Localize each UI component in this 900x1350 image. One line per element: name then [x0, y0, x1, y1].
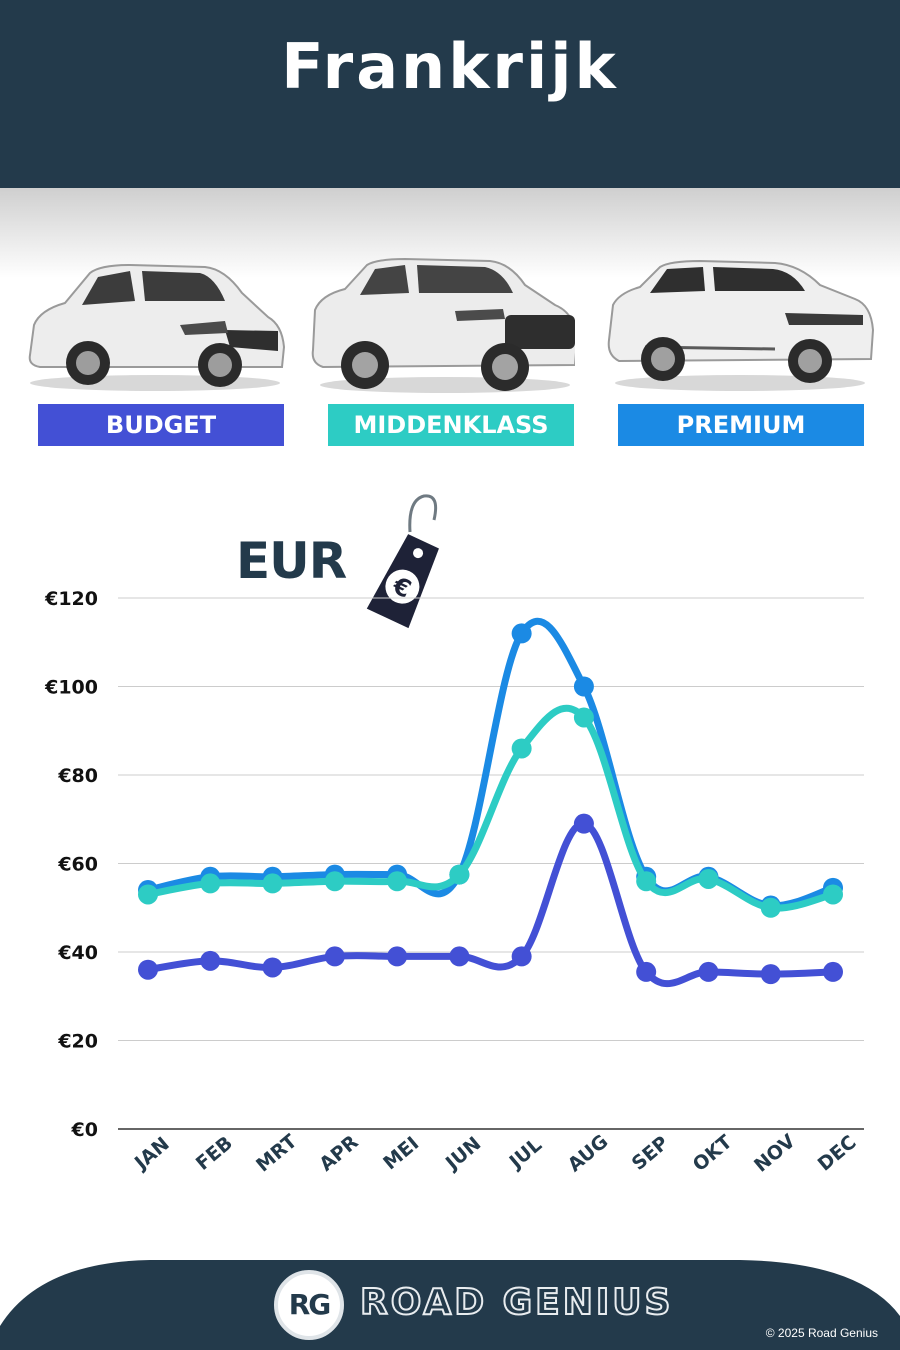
- data-point-budget: [636, 961, 657, 982]
- data-point-premium: [573, 676, 594, 697]
- y-tick-label: €80: [57, 765, 98, 787]
- data-point-middenklass: [138, 884, 158, 905]
- data-point-middenklass: [636, 871, 657, 892]
- price-line-chart: €0 €20 €40 €60 €80 €100 €120 JAN FEB MRT APR MEI JU…: [44, 588, 864, 1177]
- x-tick-label: AUG: [564, 1130, 613, 1176]
- y-tick-label: €60: [57, 854, 98, 876]
- y-tick-label: €20: [57, 1031, 98, 1053]
- data-point-middenklass: [573, 707, 594, 728]
- category-label-budget: BUDGET: [38, 404, 284, 446]
- x-tick-label: SEP: [628, 1132, 673, 1175]
- data-point-budget: [324, 946, 345, 967]
- luxury-suv-icon: [605, 255, 875, 395]
- data-point-budget: [262, 957, 283, 978]
- y-tick-label: €40: [57, 942, 98, 964]
- x-tick-label: FEB: [192, 1132, 237, 1175]
- data-point-middenklass: [387, 871, 408, 892]
- series-premium: [138, 617, 843, 916]
- data-point-middenklass: [449, 864, 470, 885]
- y-tick-label: €100: [44, 677, 98, 699]
- copyright-text: © 2025 Road Genius: [765, 1326, 878, 1340]
- chart-grid: [118, 597, 864, 1130]
- data-point-budget: [823, 961, 843, 982]
- data-point-budget: [449, 946, 470, 967]
- data-point-middenklass: [262, 873, 283, 894]
- data-point-budget: [200, 950, 221, 971]
- x-tick-label: NOV: [750, 1130, 800, 1177]
- data-point-middenklass: [324, 871, 345, 892]
- data-point-middenklass: [698, 868, 719, 889]
- y-tick-label: €120: [44, 588, 98, 610]
- series-middenklass: [138, 704, 843, 918]
- hatchback-icon: [20, 255, 290, 395]
- currency-label: EUR: [236, 532, 347, 590]
- data-point-budget: [760, 964, 781, 985]
- data-point-budget: [511, 946, 532, 967]
- chart-series: [138, 617, 843, 988]
- data-point-middenklass: [511, 738, 532, 759]
- x-tick-label: OKT: [689, 1131, 737, 1176]
- y-axis-ticks: €0 €20 €40 €60 €80 €100 €120: [44, 588, 98, 1141]
- category-label-middenklass: MIDDENKLASS: [328, 404, 574, 446]
- header-banner: Frankrijk: [0, 0, 900, 188]
- data-point-budget: [387, 946, 408, 967]
- category-label-premium: PREMIUM: [618, 404, 864, 446]
- data-point-middenklass: [200, 873, 221, 894]
- x-tick-label: JUL: [504, 1134, 546, 1174]
- series-budget: [138, 813, 843, 988]
- x-tick-label: MRT: [252, 1130, 301, 1176]
- data-point-budget: [138, 959, 158, 980]
- y-tick-label: €0: [71, 1119, 98, 1141]
- x-tick-label: JAN: [129, 1133, 174, 1175]
- footer-banner: [0, 1256, 900, 1350]
- suv-icon: [305, 255, 579, 395]
- x-axis-ticks: JAN FEB MRT APR MEI JUN JUL AUG SEP OKT NOV DEC: [129, 1130, 860, 1177]
- page-title: Frankrijk: [281, 30, 619, 103]
- data-point-budget: [573, 813, 594, 834]
- x-tick-label: APR: [315, 1131, 363, 1176]
- series-line-budget: [144, 820, 837, 988]
- x-tick-label: JUN: [440, 1133, 485, 1176]
- brand-logo-badge: RG: [274, 1270, 344, 1340]
- brand-name: ROAD GENIUS: [359, 1281, 674, 1324]
- x-tick-label: DEC: [814, 1131, 861, 1175]
- x-tick-label: MEI: [379, 1132, 423, 1174]
- data-point-middenklass: [760, 897, 781, 918]
- data-point-premium: [511, 623, 532, 644]
- data-point-middenklass: [823, 884, 843, 905]
- data-point-budget: [698, 961, 719, 982]
